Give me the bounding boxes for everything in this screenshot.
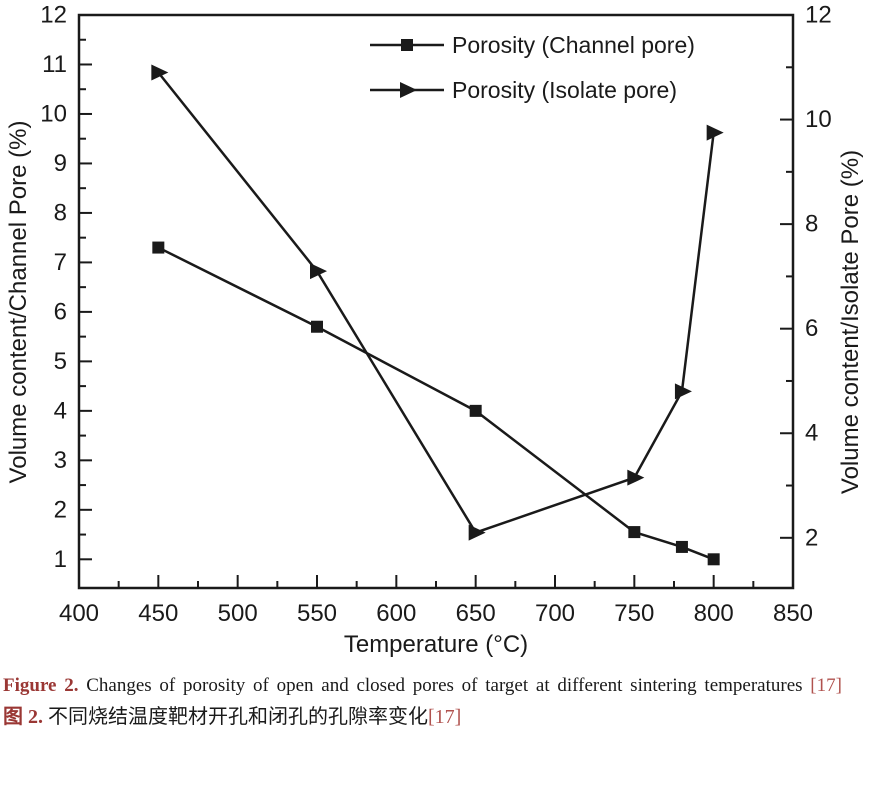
isolate-pore-point (627, 469, 645, 486)
y-left-tick-label: 8 (54, 199, 67, 226)
y-right-tick-label: 12 (805, 2, 832, 29)
caption-chinese: 图 2. 不同烧结温度靶材开孔和闭孔的孔隙率变化[17] (3, 704, 877, 730)
legend-label: Porosity (Channel pore) (452, 32, 695, 58)
plot-frame (77, 13, 795, 590)
y-right-tick-label: 6 (805, 315, 818, 342)
y-left-tick-label: 7 (54, 249, 67, 276)
caption-citation-link[interactable]: [17] (810, 675, 842, 696)
y-right-tick-label: 8 (805, 211, 818, 238)
y-left-axis-title: Volume content/Channel Pore (%) (5, 121, 32, 484)
caption-chinese-text: 不同烧结温度靶材开孔和闭孔的孔隙率变化 (48, 705, 428, 728)
y-right-tick-label: 10 (805, 106, 832, 133)
x-tick-label: 550 (297, 600, 337, 627)
channel-pore-point (628, 526, 641, 539)
y-left-tick-label: 12 (40, 2, 67, 29)
x-tick-label: 450 (138, 600, 178, 627)
x-tick-label: 700 (535, 600, 575, 627)
caption-citation-link-zh[interactable]: [17] (428, 705, 462, 728)
isolate-pore-point (674, 383, 692, 400)
isolate-pore-point (151, 64, 169, 81)
y-left-tick-label: 2 (54, 496, 67, 523)
series-line (157, 71, 715, 535)
x-tick-label: 650 (456, 600, 496, 627)
porosity-chart: 400 450 500 550 600 650 700 750 800 850 Temperatur… (5, 2, 864, 659)
channel-pore-point (469, 404, 482, 417)
y-left-tick-label: 5 (54, 348, 67, 375)
y-left-tick-label: 9 (54, 150, 67, 177)
x-tick-label: 500 (218, 600, 258, 627)
porosity-vs-temperature-chart: 400 450 500 550 600 650 700 750 800 850 Temperatur… (5, 1, 864, 659)
x-tick-label: 400 (59, 600, 99, 627)
right-y-axis: 2 4 6 8 10 12 Volume content/Isolate Pore (%) (780, 2, 864, 551)
channel-pore-point (707, 553, 720, 566)
series-isolate-pore (151, 64, 724, 541)
y-left-tick-label: 10 (40, 100, 67, 127)
legend-label: Porosity (Isolate pore) (452, 77, 677, 103)
isolate-pore-point (310, 263, 327, 280)
x-tick-label: 750 (614, 600, 654, 627)
channel-pore-point (311, 320, 323, 333)
legend-marker (401, 39, 413, 51)
caption-figure-label-zh: 图 2. (3, 705, 43, 728)
series-channel-pore (152, 241, 720, 566)
x-tick-label: 600 (376, 600, 416, 627)
x-tick-label: 850 (773, 600, 813, 627)
y-left-tick-label: 6 (54, 298, 67, 325)
isolate-pore-point (706, 124, 724, 141)
channel-pore-point (152, 241, 165, 254)
x-tick-label: 800 (694, 600, 734, 627)
isolate-pore-point (468, 524, 486, 541)
y-left-tick-label: 1 (54, 546, 67, 573)
x-axis-title: Temperature (°C) (344, 631, 528, 658)
y-right-tick-label: 4 (805, 420, 818, 447)
x-axis: 400 450 500 550 600 650 700 750 800 850 Temperatur… (59, 575, 813, 658)
y-right-axis-title: Volume content/Isolate Pore (%) (837, 150, 864, 494)
caption-figure-label: Figure 2. (3, 675, 79, 696)
legend: Porosity (Channel pore) Porosity (Isolate… (370, 32, 695, 103)
y-left-tick-label: 11 (42, 51, 67, 78)
y-left-tick-label: 4 (54, 397, 67, 424)
series-line (157, 246, 715, 561)
legend-marker (400, 82, 417, 98)
caption-english-text: Changes of porosity of open and closed p… (86, 675, 811, 696)
figure-caption: Figure 2. Changes of porosity of open an… (3, 674, 877, 730)
y-left-tick-label: 3 (54, 447, 67, 474)
caption-english: Figure 2. Changes of porosity of open an… (3, 674, 877, 699)
channel-pore-point (675, 540, 688, 553)
y-right-tick-label: 2 (805, 524, 818, 551)
